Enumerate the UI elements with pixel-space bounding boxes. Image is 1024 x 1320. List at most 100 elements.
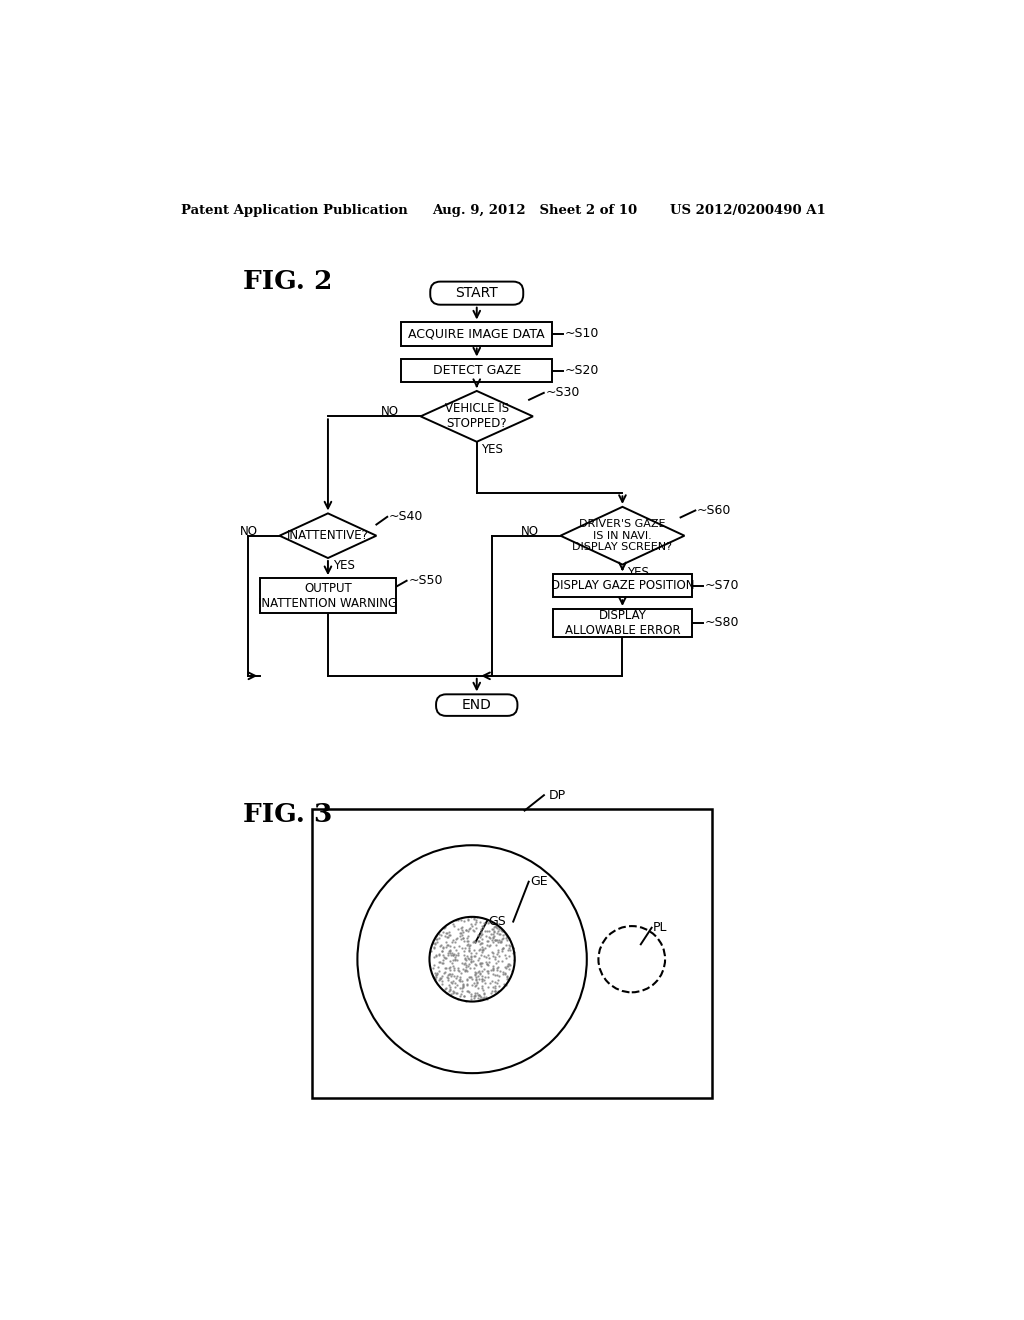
Point [435,937,452,958]
Point [431,970,447,991]
Point [489,921,506,942]
Point [468,974,484,995]
Bar [401,322,552,346]
Point [487,916,504,937]
Text: OUTPUT
INATTENTION WARNING: OUTPUT INATTENTION WARNING [258,582,397,610]
Point [461,966,477,987]
Point [501,958,517,979]
Point [501,928,517,949]
Point [459,946,475,968]
Point [441,977,458,998]
Point [436,917,453,939]
Point [502,954,518,975]
Point [431,936,447,957]
Point [456,953,472,974]
Point [500,953,516,974]
Point [440,921,457,942]
Point [487,965,504,986]
Point [469,972,485,993]
Point [463,983,479,1005]
Point [488,916,505,937]
Point [456,974,472,995]
Point [495,924,511,945]
Bar [312,809,712,1098]
Point [471,985,487,1006]
Point [466,932,482,953]
Point [452,966,468,987]
Point [464,969,480,990]
Point [495,964,511,985]
Point [464,919,480,940]
Point [462,957,478,978]
Point [504,960,520,981]
Point [443,972,460,993]
Point [452,925,468,946]
Point [457,911,473,932]
Point [487,981,504,1002]
Point [505,937,521,958]
Point [500,940,516,961]
Point [472,956,488,977]
Point [446,973,463,994]
Point [466,920,482,941]
Point [453,970,469,991]
Point [438,957,455,978]
Point [441,942,458,964]
Point [483,919,500,940]
Point [466,945,482,966]
Point [486,981,503,1002]
Point [480,954,497,975]
Point [479,961,496,982]
Point [471,990,487,1011]
Point [436,946,453,968]
Point [474,972,490,993]
Point [441,964,458,985]
Point [455,921,471,942]
Point [506,941,522,962]
Point [473,986,489,1007]
Text: ~S70: ~S70 [705,579,739,593]
Point [464,974,480,995]
Point [482,982,499,1003]
Point [426,954,442,975]
Point [479,935,496,956]
Point [463,949,479,970]
Point [486,921,503,942]
Point [487,972,504,993]
Point [484,970,501,991]
Point [478,952,495,973]
Point [459,935,475,956]
Text: ~S50: ~S50 [409,574,442,587]
Point [431,945,447,966]
Point [461,936,477,957]
Point [489,940,506,961]
Point [485,932,502,953]
Point [495,920,511,941]
Point [471,964,487,985]
Point [454,952,470,973]
Point [461,948,477,969]
Point [455,974,471,995]
Point [450,957,466,978]
Polygon shape [421,391,532,442]
Point [465,940,481,961]
Point [437,961,454,982]
Point [446,949,463,970]
Point [459,973,475,994]
Point [435,937,452,958]
Point [426,946,442,968]
Point [449,928,465,949]
Point [489,932,506,953]
Point [476,912,493,933]
Point [443,966,460,987]
Point [474,940,490,961]
Text: PL: PL [653,921,668,935]
Point [476,973,493,994]
Point [486,929,503,950]
Point [473,924,489,945]
Text: DRIVER'S GAZE
IS IN NAVI.
DISPLAY SCREEN?: DRIVER'S GAZE IS IN NAVI. DISPLAY SCREEN… [572,519,673,552]
Point [473,978,489,999]
Point [460,925,476,946]
Point [436,962,453,983]
Point [472,989,488,1010]
